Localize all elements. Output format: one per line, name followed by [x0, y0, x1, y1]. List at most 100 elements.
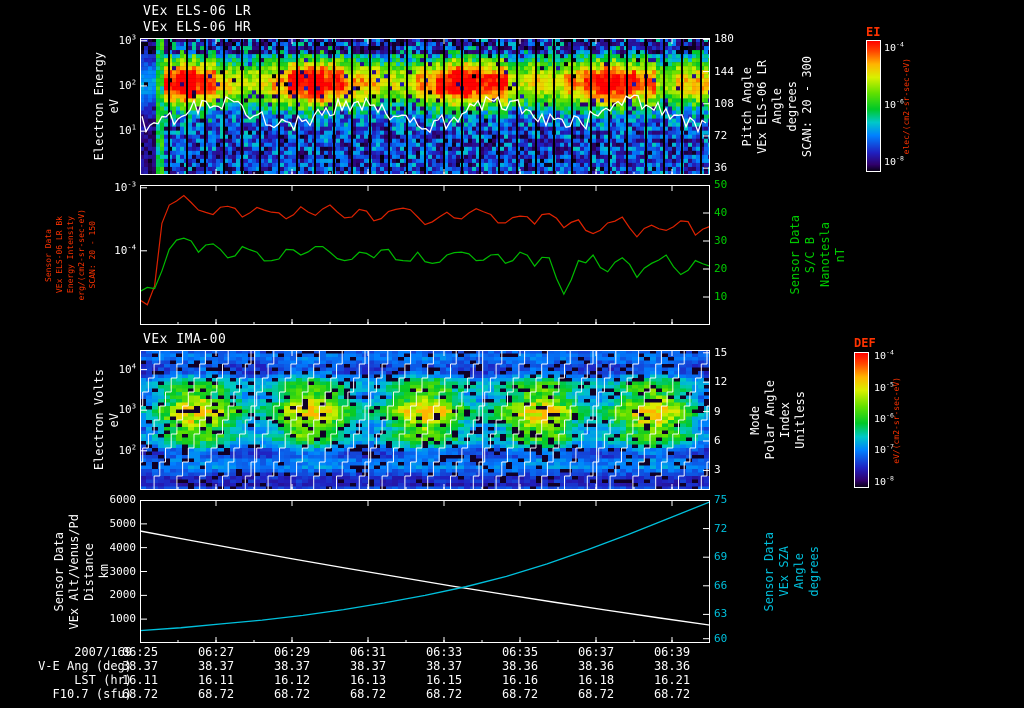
colorbar-tick-label: 10-5 [874, 380, 894, 394]
panel3-title: VEx IMA-00 [143, 332, 227, 347]
ei-colorbar-label: EI [866, 25, 881, 39]
vertical-axis-label-line: Distance [82, 542, 96, 601]
exponent: 4 [131, 360, 136, 370]
axis-tick-label: 101 [118, 122, 136, 138]
info-row-label: F10.7 (sfu) [52, 687, 132, 701]
els-spectrogram-canvas [140, 38, 710, 175]
exponent: 2 [131, 77, 136, 87]
axis-tick-label: 12 [714, 375, 728, 389]
axis-tick-label: 60 [714, 631, 728, 645]
vertical-axis-label: Sensor Data VEx Alt/Venus/Pd Distance km [52, 500, 111, 643]
colorbar-tick-label: 10-8 [874, 474, 894, 488]
time-tick-label: 06:29 [273, 645, 311, 659]
exponent: 1 [131, 122, 136, 132]
axis-tick-label: 102 [118, 77, 136, 92]
vertical-axis-label-line: nT [833, 247, 847, 263]
vertical-axis-label-line: eV [107, 99, 121, 114]
vertical-axis-label-line: S/C B [803, 236, 817, 274]
axis-tick-label: 75 [714, 493, 728, 506]
colorbar-units-text: elec/(cm2-sr-sec-eV) [902, 57, 911, 155]
axis-tick-label: 15 [714, 345, 728, 359]
vertical-axis-label-line: SCAN: 20 - 150 [88, 221, 97, 289]
axis-tick-label: 66 [714, 578, 728, 592]
exponent: -4 [127, 242, 136, 252]
axis-tick-label: 63 [714, 607, 728, 621]
info-row-value: 68.72 [121, 687, 159, 701]
axis-tick-label: 1000 [109, 612, 137, 626]
colorbar-tick-label: 10-8 [884, 154, 904, 168]
time-tick-label: 06:27 [197, 645, 235, 659]
exponent: -8 [896, 154, 904, 163]
time-tick-label: 06:31 [349, 645, 387, 659]
axis-tick-label: 72 [714, 128, 728, 142]
axis-tick-label: 10-3 [114, 179, 136, 194]
axis-tick-label: 102 [118, 442, 136, 457]
colorbar-tick-label: 10-7 [874, 442, 894, 457]
vertical-axis-label-line: Unitless [793, 391, 807, 449]
exponent: -6 [896, 97, 904, 106]
colorbar-tick-label: 10-6 [874, 411, 894, 425]
exponent: -6 [886, 411, 894, 420]
vertical-axis-label-line: degrees [807, 546, 821, 597]
vertical-axis-label-line: Nanotesla [818, 222, 832, 288]
intensity-bfield-canvas [140, 185, 710, 325]
info-row-value: 38.37 [121, 659, 159, 673]
panel1-title-hr: VEx ELS-06 HR [143, 20, 252, 35]
vertical-axis-label-line: VEx ELS-06 LR Bk [55, 216, 64, 294]
exponent: -5 [886, 380, 894, 389]
axis-tick-label: 6000 [109, 493, 137, 506]
info-row-value: 16.12 [273, 673, 311, 687]
altitude-sza-canvas [140, 500, 710, 643]
vertical-axis-label-line: Index [778, 401, 792, 439]
def-colorbar-label: DEF [854, 336, 876, 350]
axis-tick-label: 5000 [109, 516, 137, 530]
exponent: -4 [886, 349, 894, 358]
axis-tick-label: 30 [714, 234, 728, 247]
info-row-value: 16.15 [425, 673, 463, 687]
info-row-value: 38.37 [349, 659, 387, 673]
vertical-axis-label: Mode Polar Angle Index Unitless [748, 350, 807, 490]
colorbar-units-label: elec/(cm2-sr-sec-eV) [902, 40, 912, 172]
time-tick-label: 06:39 [653, 645, 691, 659]
vertical-axis-label-line: Energy Intensity [66, 216, 75, 294]
info-row-value: 68.72 [653, 687, 691, 701]
axis-tick-label: 36 [714, 161, 728, 175]
axis-tick-label: 144 [714, 64, 734, 78]
vertical-axis-label: Sensor Data VEx ELS-06 LR Bk Energy Intens… [44, 185, 98, 325]
axis-tick-label: 103 [118, 32, 136, 47]
vertical-axis-label-line: Mode [748, 405, 762, 435]
exponent: 3 [131, 32, 136, 42]
info-row-value: 16.16 [501, 673, 539, 687]
vertical-axis-label: Electron Volts eV [92, 350, 121, 490]
info-row-label: V-E Ang (deg) [38, 659, 132, 673]
info-row-value: 68.72 [501, 687, 539, 701]
info-row-value: 16.13 [349, 673, 387, 687]
axis-tick-label: 2000 [109, 588, 137, 602]
axis-tick-label: 72 [714, 521, 728, 535]
axis-tick-label: 4000 [109, 540, 137, 554]
vertical-axis-label-line: Sensor Data [788, 215, 802, 295]
info-row-value: 38.37 [197, 659, 235, 673]
vertical-axis-label-line: Sensor Data [44, 228, 53, 282]
info-row-value: 68.72 [197, 687, 235, 701]
exponent: -7 [886, 442, 894, 451]
exponent: -4 [896, 40, 904, 49]
ei-colorbar [866, 40, 881, 172]
ima-spectrogram-canvas [140, 350, 710, 490]
vertical-axis-label: Sensor Data S/C B Nanotesla nT [788, 185, 847, 325]
vertical-axis-label-line: Electron Volts [92, 369, 106, 471]
vertical-axis-label: Electron Energy eV [92, 38, 121, 175]
vertical-axis-label: Sensor Data VEx SZA Angle degrees [762, 500, 821, 643]
panel1-title-lr: VEx ELS-06 LR [143, 4, 252, 19]
axis-tick-label: 104 [118, 360, 136, 376]
info-row-value: 68.72 [349, 687, 387, 701]
vertical-axis-label-line: Polar Angle [763, 380, 777, 460]
vertical-axis-label-line: VEx ELS-06 LR [755, 59, 769, 154]
axis-tick-label: 10-4 [114, 242, 136, 257]
def-colorbar [854, 352, 869, 488]
info-row-value: 68.72 [425, 687, 463, 701]
axis-tick-label: 3 [714, 463, 721, 477]
axis-tick-label: 20 [714, 262, 728, 275]
exponent: 3 [131, 401, 136, 411]
